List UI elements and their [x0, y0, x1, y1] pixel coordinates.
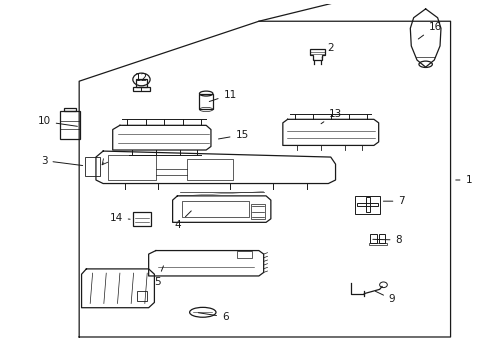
- Text: 7: 7: [383, 196, 404, 206]
- Bar: [250, 204, 264, 219]
- Bar: [368, 243, 386, 245]
- Text: 6: 6: [198, 312, 228, 322]
- Bar: [64, 108, 76, 111]
- Text: 12: 12: [135, 73, 148, 91]
- Bar: [237, 251, 251, 258]
- Bar: [356, 203, 377, 206]
- Bar: [136, 80, 147, 87]
- Bar: [133, 86, 150, 91]
- Text: 10: 10: [38, 116, 77, 126]
- Text: 1: 1: [455, 175, 471, 185]
- Bar: [136, 291, 147, 301]
- Bar: [85, 157, 100, 176]
- Bar: [186, 159, 232, 180]
- Text: 2: 2: [322, 43, 333, 58]
- Text: 15: 15: [218, 130, 248, 140]
- Bar: [182, 201, 249, 217]
- Text: 9: 9: [375, 291, 395, 304]
- Bar: [133, 212, 151, 226]
- Text: 3: 3: [41, 156, 82, 166]
- Bar: [378, 234, 385, 243]
- Bar: [199, 94, 212, 109]
- Text: 5: 5: [154, 266, 163, 287]
- Text: 4: 4: [174, 211, 191, 230]
- Bar: [354, 195, 379, 214]
- Bar: [369, 234, 376, 243]
- Bar: [60, 111, 80, 139]
- Text: 8: 8: [372, 235, 401, 245]
- Bar: [108, 154, 156, 180]
- Bar: [365, 197, 369, 212]
- Text: 13: 13: [321, 109, 342, 124]
- Text: 14: 14: [109, 213, 130, 223]
- Text: 11: 11: [209, 90, 236, 102]
- Text: 16: 16: [417, 22, 441, 39]
